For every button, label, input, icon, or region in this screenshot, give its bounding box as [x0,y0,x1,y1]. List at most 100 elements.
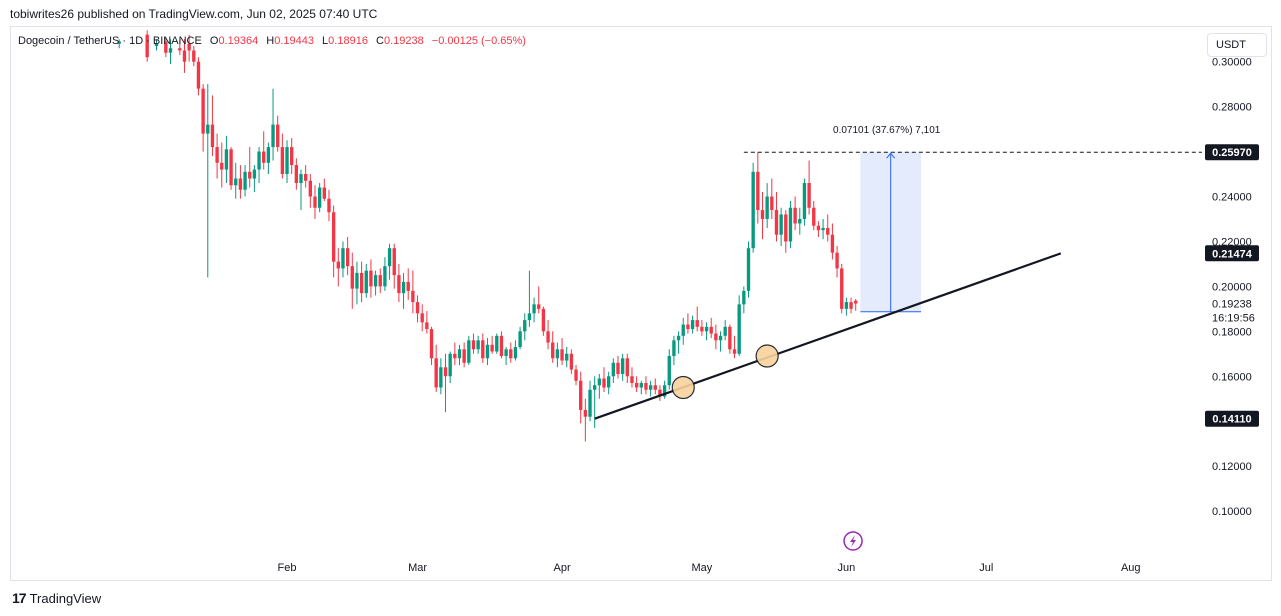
candle-body [653,385,657,390]
candle [443,353,448,413]
candle-body [513,347,518,359]
candle [331,205,336,278]
candle [695,306,699,332]
candle-body [322,187,326,199]
change-value: −0.00125 (−0.65%) [431,35,526,47]
candle-body [364,270,368,294]
candle-body [359,272,364,294]
candle [667,349,671,390]
candle-body [700,326,704,332]
candle-body [597,378,602,386]
candle-body [546,331,550,343]
drawings-group: 0.07101 (37.67%) 7,101 [594,125,1202,551]
price-label-badge: 0.25970 [1205,144,1259,161]
candle-body [798,218,802,224]
candle-body [504,349,508,357]
candle-body [443,367,448,377]
candle [611,358,616,383]
candle [276,115,280,152]
candle-body [415,302,420,314]
candle [429,326,434,366]
candle-body [210,124,215,148]
candle-body [560,349,564,361]
candle [243,165,247,197]
candle [658,385,662,401]
candle [341,241,345,278]
candle [485,338,490,366]
candle [537,286,541,314]
candle [616,356,620,379]
candle-body [196,61,201,89]
candle [672,335,676,366]
candle-body [695,320,699,327]
y-tick-label: 0.12000 [1212,461,1252,473]
candle [546,320,550,350]
countdown-label: 16:19:56 [1212,313,1255,325]
candle [606,371,611,395]
candle-body [714,333,718,341]
candle [257,147,261,184]
candle [653,378,657,395]
candle [117,39,121,49]
candle [737,295,741,357]
candle-body [499,335,504,357]
candle [355,261,359,305]
candle [746,241,751,298]
candle-body [178,48,182,51]
close-label: C [376,35,384,47]
currency-button[interactable]: USDT [1207,33,1267,57]
candle-body [602,378,606,388]
price-label-text: 0.25970 [1212,147,1252,159]
price-label-bg [1205,144,1259,161]
candle-body [252,169,257,179]
y-tick-label: 0.20000 [1212,281,1252,293]
candle [457,344,462,366]
candle-body [751,171,755,249]
candle-body [821,227,825,231]
open-label: O [209,35,219,47]
candle-body [238,178,243,190]
candle-body [495,335,499,352]
candle [854,298,858,311]
candle-body [280,147,285,175]
candle [285,140,289,184]
candle [196,57,201,96]
candle-body [690,320,695,330]
candle-body [756,171,760,210]
candle [495,333,499,354]
footer-brand[interactable]: 17 TradingView [12,590,101,606]
candle-body [285,147,289,175]
candle [313,185,317,219]
candle [509,342,513,363]
candle [411,270,415,314]
candle [280,133,285,179]
candle-body [262,151,266,163]
candle-body [672,340,676,357]
candle [290,138,294,175]
candle [345,236,350,276]
candle [252,165,257,193]
candle-body [294,165,299,184]
candle-body [290,147,294,166]
candle-body [248,171,252,179]
candle [504,347,508,366]
candle-body [397,275,401,294]
candle [830,223,835,260]
low-value: 0.18916 [328,35,368,47]
tradingview-logo-icon: 17 [12,590,27,606]
y-tick-label: 0.24000 [1212,192,1252,204]
candle [816,221,821,237]
candle-body [467,340,471,363]
candle-body [686,324,690,330]
candle-body [802,183,807,219]
candle [434,344,438,392]
candle-body [373,275,378,287]
candle-body [770,196,774,210]
candle [686,313,690,334]
candle-body [807,183,811,208]
candle-body [448,353,452,377]
symbol-name[interactable]: Dogecoin / TetherUS · 1D · BINANCE [18,35,202,47]
ohlc-legend: Dogecoin / TetherUS · 1D · BINANCE O0.19… [18,35,526,47]
candle [555,342,560,368]
